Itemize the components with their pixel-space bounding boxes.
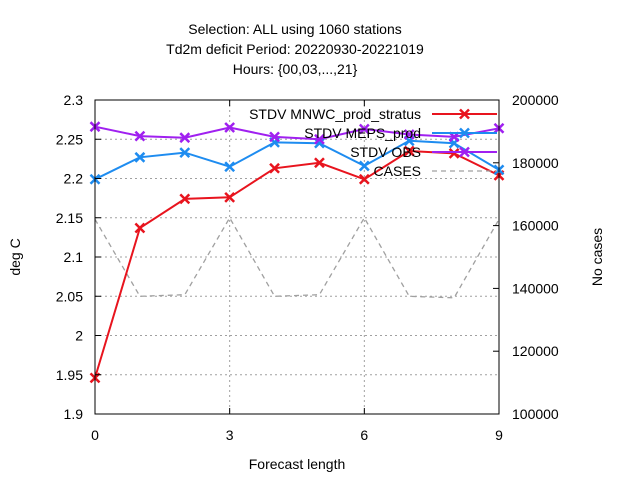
data-point [179,147,191,158]
data-point [134,222,146,234]
legend-item: CASES [374,163,497,179]
legend: STDV MNWC_prod_stratus STDV MEPS_prod STDV… [249,106,497,179]
chart-title: Selection: ALL using 1060 stations Td2m d… [166,21,424,77]
data-point [134,130,146,142]
data-point [358,160,370,172]
x-tick-label: 6 [360,427,368,443]
y2-tick-label: 100000 [512,406,559,422]
y-tick-label: 2.25 [56,131,83,147]
y-tick-label: 2 [75,328,83,344]
y2-tick-label: 180000 [512,155,559,171]
data-point [224,191,236,203]
data-point [459,127,470,139]
data-point [179,132,191,144]
title-line: Td2m deficit Period: 20220930-20221019 [166,41,424,57]
data-point [134,151,146,163]
y2-tick-label: 140000 [512,280,559,296]
data-point [269,162,280,174]
x-tick-label: 3 [226,427,234,443]
data-point [459,108,470,120]
data-point [403,129,415,140]
data-point [358,123,370,135]
data-point [459,146,470,158]
series-stdv-mnwc-prod-stratus [89,145,505,384]
legend-item: STDV MEPS_prod [304,125,497,141]
y-tick-label: 2.3 [64,92,84,108]
data-point [358,173,370,185]
y-tick-label: 2.15 [56,210,83,226]
title-line: Selection: ALL using 1060 stations [188,21,402,37]
y2-tick-label: 120000 [512,343,559,359]
series-layer [89,121,505,384]
legend-item: STDV OBS [350,144,497,160]
data-point [224,161,236,173]
series-line [94,139,500,181]
x-axis-label: Forecast length [249,456,346,472]
legend-label: STDV MEPS_prod [304,125,421,141]
y2-tick-label: 160000 [512,218,559,234]
y2-axis-label: No cases [589,228,605,286]
x-tick-label: 0 [91,427,99,443]
data-point [314,133,325,145]
series-stdv-meps-prod [89,135,505,185]
y-tick-label: 1.9 [64,406,84,422]
title-line: Hours: {00,03,...,21} [233,61,358,77]
data-point [448,147,460,159]
y-tick-label: 2.05 [56,288,83,304]
y-axis-label: deg C [7,238,23,275]
series-line [94,125,500,141]
y2-tick-label: 200000 [512,92,559,108]
data-point [403,145,415,157]
legend-label: CASES [374,163,421,179]
grid [95,100,499,414]
data-point [314,157,325,169]
data-point [314,137,325,149]
y-tick-label: 2.2 [64,171,84,187]
legend-item: STDV MNWC_prod_stratus [249,106,497,122]
axis-ticks: 1.9 1.95 2 2.05 2.1 2.15 2.2 2.25 2.3 100000 12000… [56,92,559,443]
data-point [269,131,280,143]
y-tick-label: 1.95 [56,367,83,383]
data-point [179,193,191,205]
series-line [94,149,500,379]
data-point [224,122,236,133]
x-tick-label: 9 [495,427,503,443]
series-cases [94,216,500,299]
legend-label: STDV MNWC_prod_stratus [249,106,421,122]
series-line [94,216,500,299]
y-tick-label: 2.1 [64,249,84,265]
legend-label: STDV OBS [350,144,421,160]
